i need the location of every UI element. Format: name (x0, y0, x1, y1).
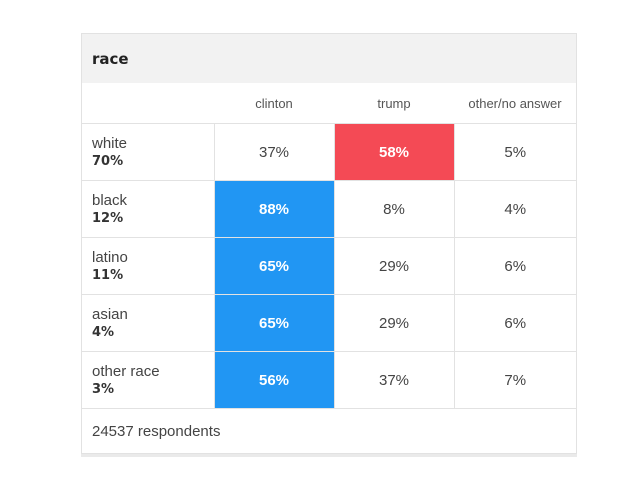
other-value-cell: 6% (453, 294, 576, 352)
column-header-other: other/no answer (468, 95, 562, 111)
panel-header: race (82, 34, 576, 83)
column-header-row: clinton trump other/no answer (82, 83, 576, 124)
other-value-cell: 6% (453, 237, 576, 295)
group-label: black (92, 191, 128, 209)
group-share: 3% (92, 381, 115, 397)
group-cell: other race 3% (82, 351, 214, 408)
column-header-blank (82, 83, 214, 124)
group-share: 11% (92, 267, 124, 283)
group-cell: latino 11% (82, 237, 214, 295)
table-row: white 70% 37% 58% 5% (82, 123, 576, 181)
respondents-footer: 24537 respondents (82, 408, 576, 453)
clinton-value-cell: 88% (213, 180, 334, 238)
trump-value-cell: 29% (333, 237, 454, 295)
panel-title: race (92, 49, 129, 68)
group-cell: black 12% (82, 180, 214, 238)
group-label: latino (92, 248, 128, 266)
clinton-value-cell: 56% (213, 351, 334, 408)
trump-value-cell: 58% (333, 123, 454, 181)
trump-value-cell: 37% (333, 351, 454, 408)
clinton-value-cell: 65% (213, 237, 334, 295)
table-row: other race 3% 56% 37% 7% (82, 351, 576, 408)
table-row: black 12% 88% 8% 4% (82, 180, 576, 238)
other-value-cell: 7% (453, 351, 576, 408)
table-row: asian 4% 65% 29% 6% (82, 294, 576, 352)
column-header-trump: trump (377, 95, 411, 111)
results-table: clinton trump other/no answer white 70% 37… (82, 83, 576, 408)
exit-poll-panel: race clinton trump other/no answer white… (81, 33, 577, 454)
clinton-value-cell: 37% (213, 123, 334, 181)
table-row: latino 11% 65% 29% 6% (82, 237, 576, 295)
trump-value-cell: 29% (333, 294, 454, 352)
group-share: 4% (92, 324, 115, 340)
group-cell: asian 4% (82, 294, 214, 352)
group-label: other race (92, 362, 160, 380)
group-label: white (92, 134, 128, 152)
other-value-cell: 5% (453, 123, 576, 181)
group-share: 70% (92, 153, 124, 169)
group-share: 12% (92, 210, 124, 226)
group-cell: white 70% (82, 123, 214, 181)
group-label: asian (92, 305, 128, 323)
clinton-value-cell: 65% (213, 294, 334, 352)
other-value-cell: 4% (453, 180, 576, 238)
column-header-clinton: clinton (255, 95, 293, 111)
trump-value-cell: 8% (333, 180, 454, 238)
